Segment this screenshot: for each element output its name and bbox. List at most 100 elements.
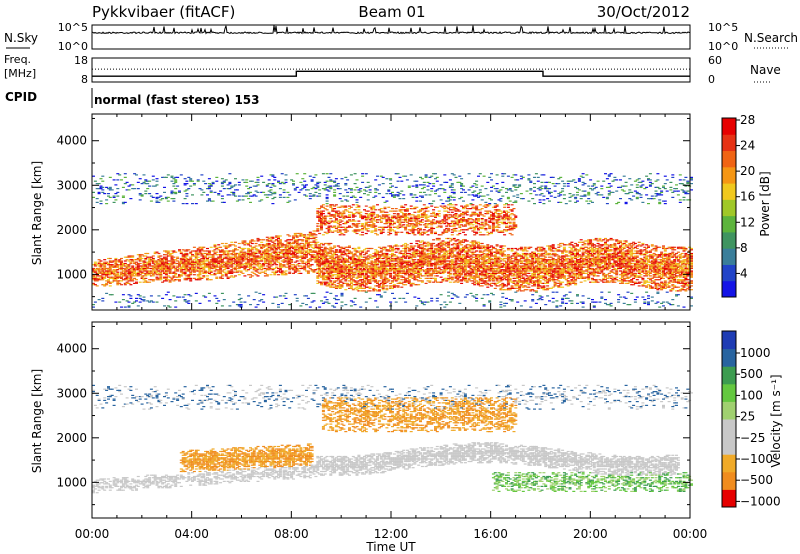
heatmap-cell: [318, 252, 322, 255]
heatmap-cell: [405, 252, 409, 255]
heatmap-cell: [273, 179, 277, 181]
heatmap-cell: [336, 223, 340, 225]
heatmap-cell: [293, 261, 297, 263]
heatmap-cell: [327, 261, 331, 263]
heatmap-cell: [131, 269, 135, 271]
heatmap-cell: [151, 185, 155, 187]
heatmap-cell: [125, 264, 129, 266]
heatmap-cell: [452, 230, 456, 232]
heatmap-cell: [448, 254, 452, 256]
heatmap-cell: [333, 189, 337, 191]
heatmap-cell: [405, 246, 409, 248]
heatmap-cell: [239, 271, 243, 273]
heatmap-cell: [420, 257, 424, 260]
heatmap-cell: [366, 247, 370, 250]
heatmap-cell: [374, 289, 378, 291]
heatmap-cell: [376, 290, 379, 292]
heatmap-cell: [198, 251, 202, 253]
heatmap-cell: [179, 257, 183, 260]
heatmap-cell: [316, 181, 320, 183]
heatmap-cell: [443, 306, 447, 308]
heatmap-cell: [316, 183, 320, 185]
heatmap-cell: [318, 250, 322, 252]
heatmap-cell: [198, 261, 202, 263]
heatmap-cell: [138, 301, 142, 303]
heatmap-cell: [234, 252, 237, 255]
heatmap-cell: [320, 262, 323, 265]
heatmap-cell: [340, 265, 344, 267]
heatmap-cell: [250, 247, 254, 250]
heatmap-cell: [101, 269, 105, 271]
heatmap-cell: [364, 301, 368, 303]
heatmap-cell: [282, 259, 286, 261]
heatmap-cell: [278, 244, 282, 246]
heatmap-cell: [239, 297, 243, 299]
heatmap-cell: [435, 251, 439, 253]
heatmap-cell: [101, 297, 105, 299]
heatmap-cell: [415, 269, 419, 271]
heatmap-cell: [445, 245, 449, 247]
heatmap-cell: [148, 180, 152, 182]
heatmap-cell: [265, 244, 269, 246]
heatmap-cell: [420, 259, 424, 261]
heatmap-cell: [245, 179, 249, 181]
heatmap-cell: [189, 261, 193, 263]
heatmap-cell: [331, 214, 335, 216]
heatmap-cell: [387, 280, 391, 282]
heatmap-cell: [108, 267, 112, 270]
heatmap-cell: [254, 261, 258, 263]
heatmap-cell: [181, 264, 185, 266]
heatmap-cell: [299, 234, 303, 236]
heatmap-cell: [404, 247, 408, 250]
heatmap-cell: [422, 242, 426, 245]
heatmap-cell: [286, 251, 290, 253]
heatmap-cell: [243, 251, 247, 253]
heatmap-cell: [374, 254, 378, 256]
heatmap-cell: [448, 269, 452, 271]
heatmap-cell: [398, 275, 402, 277]
heatmap-cell: [364, 247, 368, 250]
heatmap-cell: [391, 224, 394, 226]
heatmap-cell: [443, 229, 447, 231]
heatmap-cell: [368, 254, 372, 256]
heatmap-cell: [353, 196, 357, 198]
heatmap-cell: [260, 259, 264, 261]
heatmap-cell: [129, 256, 133, 258]
heatmap-cell: [404, 284, 408, 286]
heatmap-cell: [183, 294, 187, 296]
heatmap-cell: [450, 231, 454, 233]
heatmap-cell: [256, 240, 260, 242]
heatmap-cell: [314, 251, 318, 253]
heatmap-cell: [127, 306, 131, 308]
heatmap-cell: [409, 249, 413, 251]
heatmap-cell: [275, 252, 279, 255]
heatmap-cell: [299, 250, 303, 252]
heatmap-cell: [452, 189, 456, 191]
heatmap-cell: [237, 294, 241, 296]
heatmap-cell: [409, 267, 413, 270]
heatmap-cell: [376, 267, 379, 270]
heatmap-cell: [452, 196, 456, 198]
heatmap-cell: [450, 266, 454, 268]
heatmap-cell: [404, 260, 408, 262]
heatmap-cell: [441, 262, 445, 265]
heatmap-cell: [381, 284, 385, 286]
heatmap-cell: [338, 251, 342, 253]
heatmap-cell: [318, 254, 322, 256]
heatmap-cell: [114, 279, 118, 281]
heatmap-cell: [142, 265, 146, 267]
heatmap-cell: [301, 184, 305, 186]
heatmap-cell: [415, 267, 419, 270]
heatmap-cell: [103, 284, 107, 286]
heatmap-cell: [400, 264, 404, 266]
heatmap-cell: [234, 255, 237, 257]
heatmap-cell: [372, 211, 376, 213]
heatmap-cell: [372, 266, 376, 268]
heatmap-cell: [245, 265, 249, 267]
heatmap-cell: [250, 271, 254, 273]
heatmap-cell: [329, 230, 333, 232]
heatmap-cell: [445, 231, 449, 233]
heatmap-cell: [329, 180, 333, 182]
heatmap-cell: [207, 292, 211, 294]
heatmap-cell: [329, 173, 333, 175]
